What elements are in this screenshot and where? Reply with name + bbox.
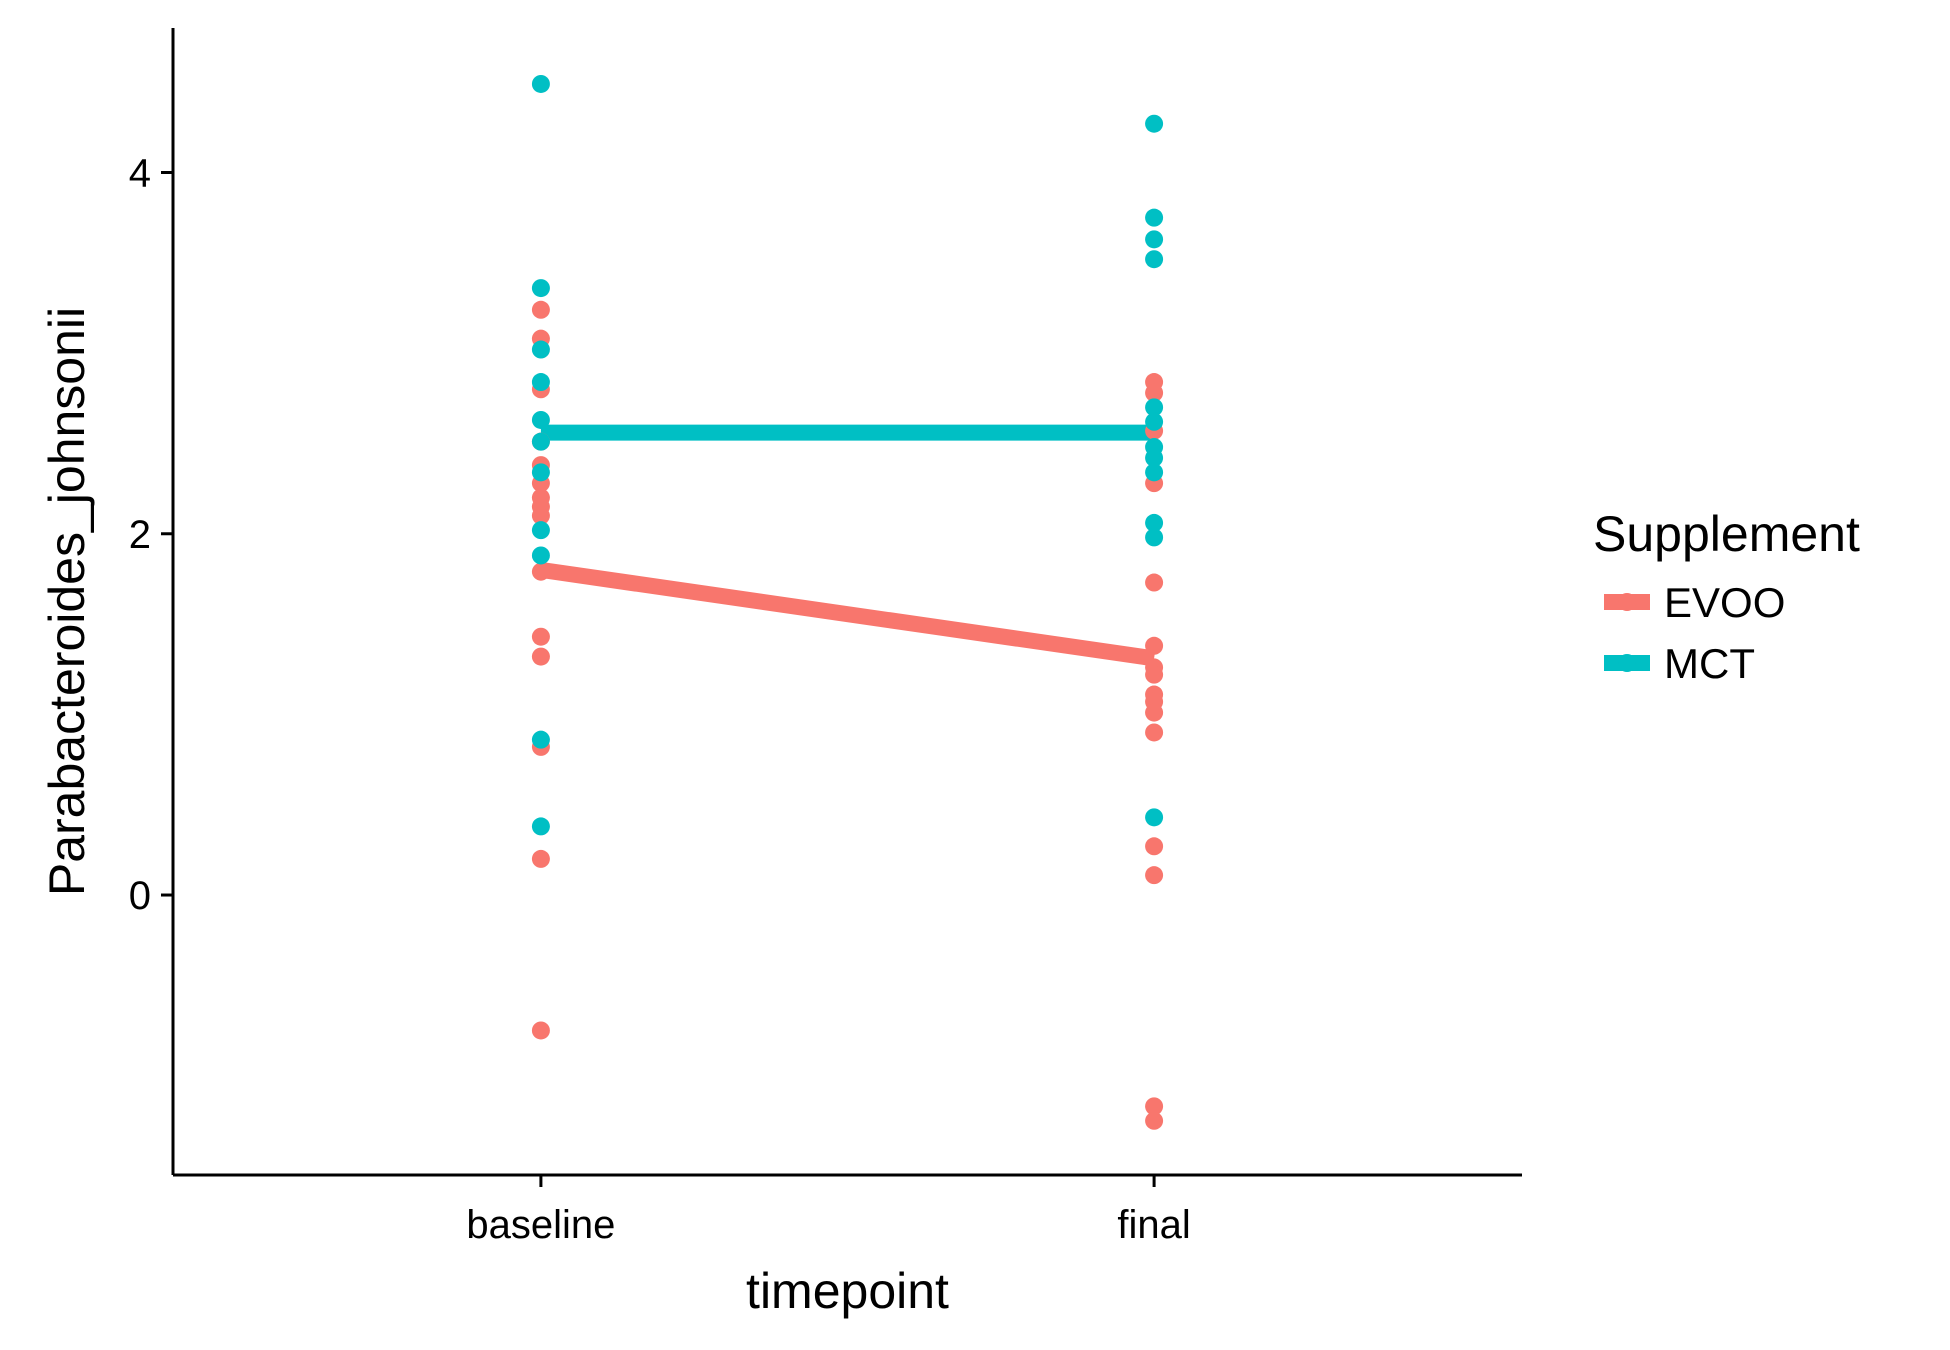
data-point — [531, 300, 550, 319]
data-point — [1145, 448, 1164, 467]
data-point — [1145, 528, 1164, 547]
data-point — [1145, 208, 1164, 227]
data-point — [1145, 866, 1164, 885]
data-point — [1145, 703, 1164, 722]
data-point — [1145, 636, 1164, 655]
data-point — [1145, 250, 1164, 269]
data-point — [1145, 665, 1164, 684]
plot-area — [531, 74, 1164, 1130]
data-point — [1145, 837, 1164, 856]
legend-title: Supplement — [1593, 506, 1860, 562]
data-point — [1145, 463, 1164, 482]
legend-label-evoo: EVOO — [1664, 579, 1785, 626]
data-point — [531, 562, 550, 581]
y-tick-label: 0 — [129, 874, 151, 918]
mean-line-evoo — [539, 561, 1156, 667]
legend-key-point — [1618, 654, 1636, 672]
x-tick-label: final — [1117, 1203, 1190, 1247]
data-point — [531, 730, 550, 749]
data-point — [531, 627, 550, 646]
y-axis-title: Parabacteroides_johnsonii — [39, 307, 95, 896]
data-point — [531, 410, 550, 429]
data-point — [531, 432, 550, 451]
axes: baseline final 0 2 4 — [129, 28, 1522, 1247]
x-axis-ticks: baseline final — [466, 1175, 1191, 1247]
y-tick-label: 4 — [129, 152, 151, 196]
legend-items: EVOO MCT — [1604, 579, 1785, 687]
y-tick-label: 2 — [129, 513, 151, 557]
legend-key-point — [1618, 593, 1636, 611]
x-tick-label: baseline — [466, 1203, 615, 1247]
data-point — [1145, 230, 1164, 249]
data-point — [531, 373, 550, 392]
data-point — [1145, 1111, 1164, 1130]
data-point — [531, 340, 550, 359]
data-point — [1145, 573, 1164, 592]
data-point — [531, 817, 550, 836]
data-point — [1145, 723, 1164, 742]
y-axis-ticks: 0 2 4 — [129, 152, 173, 918]
data-point — [531, 647, 550, 666]
data-point — [531, 279, 550, 298]
data-point — [531, 74, 550, 93]
x-axis-title: timepoint — [746, 1263, 949, 1319]
data-point — [1145, 383, 1164, 402]
legend-label-mct: MCT — [1664, 640, 1755, 687]
data-point — [531, 463, 550, 482]
data-point — [531, 521, 550, 540]
data-point — [531, 506, 550, 525]
data-point — [1145, 1097, 1164, 1116]
data-point — [1145, 513, 1164, 532]
data-point — [1145, 114, 1164, 133]
data-point — [531, 849, 550, 868]
data-point — [1145, 412, 1164, 431]
data-point — [531, 546, 550, 565]
legend: Supplement EVOO MCT — [1593, 506, 1860, 687]
data-point — [531, 1021, 550, 1040]
data-point — [1145, 808, 1164, 827]
data-point — [1145, 398, 1164, 417]
